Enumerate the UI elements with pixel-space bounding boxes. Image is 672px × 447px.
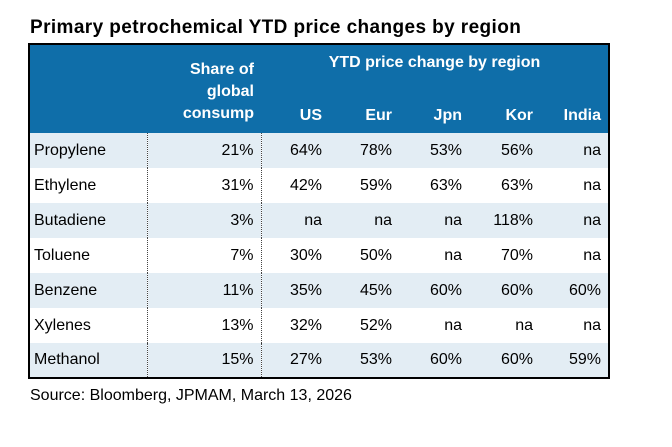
price-change-jpn: na (399, 238, 469, 273)
price-change-eur: 53% (329, 343, 399, 378)
region-columns-row: US Eur Jpn Kor India (29, 100, 609, 133)
price-change-jpn: 53% (399, 133, 469, 168)
price-change-us: na (261, 203, 329, 238)
table-row-toluene: Toluene 7% 30% 50% na 70% na (29, 238, 609, 273)
price-change-us: 42% (261, 168, 329, 203)
price-change-jpn: na (399, 308, 469, 343)
price-change-india: na (540, 133, 609, 168)
share-value: 31% (146, 168, 262, 203)
price-change-kor: 60% (469, 343, 540, 378)
price-change-kor: 70% (469, 238, 540, 273)
price-change-india: 59% (540, 343, 609, 378)
price-change-kor: 60% (469, 273, 540, 308)
price-change-us: 32% (261, 308, 329, 343)
column-header-kor: Kor (469, 100, 540, 133)
corner-header-cell (29, 44, 147, 133)
table-row-ethylene: Ethylene 31% 42% 59% 63% 63% na (29, 168, 609, 203)
price-change-us: 30% (261, 238, 329, 273)
price-change-jpn: na (399, 203, 469, 238)
share-value: 3% (146, 203, 262, 238)
price-change-us: 35% (261, 273, 329, 308)
share-value: 7% (146, 238, 262, 273)
price-change-eur: 50% (329, 238, 399, 273)
share-value: 11% (146, 273, 262, 308)
price-change-kor: na (469, 308, 540, 343)
price-change-eur: 45% (329, 273, 399, 308)
share-value: 21% (146, 133, 262, 168)
column-header-eur: Eur (329, 100, 399, 133)
chemical-name: Butadiene (29, 203, 147, 238)
price-change-india: na (540, 308, 609, 343)
share-value: 13% (146, 308, 262, 343)
header-group-row: Share of global consump YTD price change… (29, 44, 609, 133)
petrochemical-price-table: Share of global consump YTD price change… (28, 43, 610, 379)
price-change-jpn: 63% (399, 168, 469, 203)
price-change-kor: 118% (469, 203, 540, 238)
price-change-eur: na (329, 203, 399, 238)
figure-title: Primary petrochemical YTD price changes … (30, 17, 522, 38)
chemical-name: Toluene (29, 238, 147, 273)
share-value: 15% (146, 343, 262, 378)
price-change-kor: 63% (469, 168, 540, 203)
column-header-india: India (540, 100, 609, 133)
table-row-methanol: Methanol 15% 27% 53% 60% 60% 59% (29, 343, 609, 378)
table-row-benzene: Benzene 11% 35% 45% 60% 60% 60% (29, 273, 609, 308)
price-change-india: na (540, 168, 609, 203)
price-change-eur: 59% (329, 168, 399, 203)
price-change-us: 64% (261, 133, 329, 168)
price-change-india: na (540, 203, 609, 238)
table-row-butadiene: Butadiene 3% na na na 118% na (29, 203, 609, 238)
share-column-header: Share of global consump (147, 44, 261, 133)
table-row-xylenes: Xylenes 13% 32% 52% na na na (29, 308, 609, 343)
price-change-kor: 56% (469, 133, 540, 168)
chemical-name: Ethylene (29, 168, 147, 203)
table-header: Share of global consump YTD price change… (29, 44, 609, 133)
price-change-jpn: 60% (399, 343, 469, 378)
price-change-eur: 78% (329, 133, 399, 168)
column-header-jpn: Jpn (399, 100, 469, 133)
price-change-india: na (540, 238, 609, 273)
price-change-india: 60% (540, 273, 609, 308)
table-row-propylene: Propylene 21% 64% 78% 53% 56% na (29, 133, 609, 168)
source-attribution: Source: Bloomberg, JPMAM, March 13, 2026 (30, 387, 352, 404)
chemical-name: Propylene (29, 133, 147, 168)
chemical-name: Xylenes (29, 308, 147, 343)
price-change-jpn: 60% (399, 273, 469, 308)
price-change-eur: 52% (329, 308, 399, 343)
table-body: Propylene 21% 64% 78% 53% 56% na Ethylen… (29, 133, 609, 378)
region-group-header: YTD price change by region (261, 44, 609, 100)
column-header-us: US (261, 100, 329, 133)
chemical-name: Benzene (29, 273, 147, 308)
price-change-us: 27% (261, 343, 329, 378)
chemical-name: Methanol (29, 343, 147, 378)
